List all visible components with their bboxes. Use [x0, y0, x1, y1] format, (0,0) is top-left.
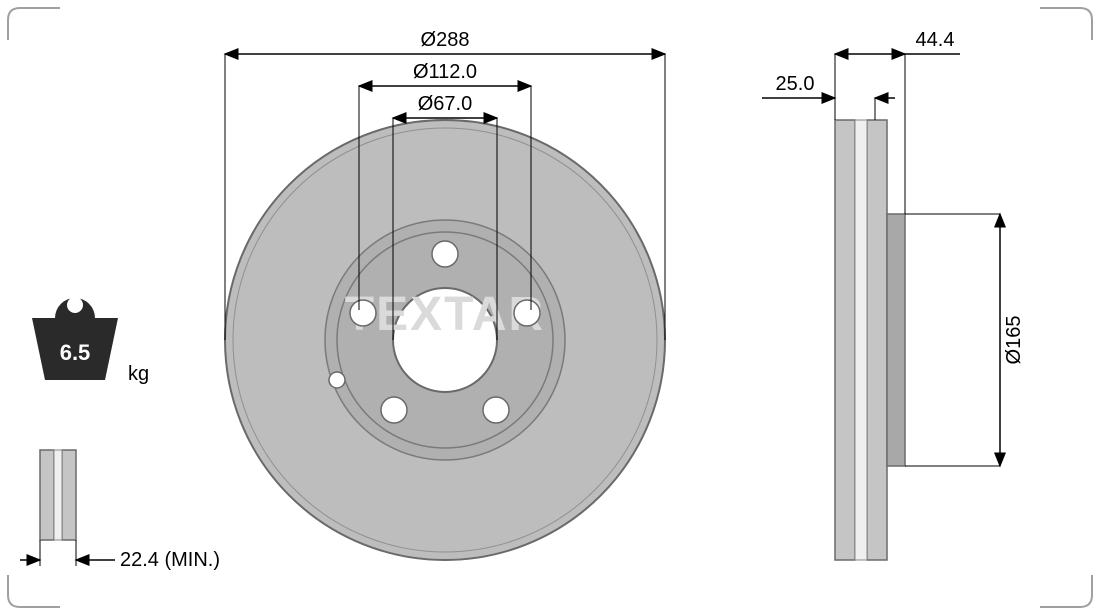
brake-disc-diagram: TEXTAR Ø288 Ø112.0 Ø67.0 [0, 0, 1100, 615]
corner-top-right [1040, 8, 1092, 40]
dim-pcd: Ø112.0 [413, 61, 477, 83]
dim-bore: Ø67.0 [418, 93, 472, 115]
corner-bottom-left [8, 575, 60, 607]
dim-outer-diameter: Ø288 [421, 29, 470, 51]
corner-top-left [8, 8, 60, 40]
weight-unit: kg [128, 363, 149, 385]
dim-width-overall: 44.4 [916, 29, 955, 51]
corner-bottom-right [1040, 575, 1092, 607]
locator-hole [329, 372, 345, 388]
weight-value: 6.5 [60, 340, 91, 365]
dim-hat-diameter: Ø165 [1003, 316, 1025, 365]
weight-icon: 6.5 kg [32, 297, 149, 385]
front-view: TEXTAR [225, 120, 665, 560]
min-thickness-profile: 22.4 (MIN.) [20, 450, 220, 571]
dim-disc-thickness: 25.0 [776, 73, 815, 95]
side-view [835, 120, 905, 560]
dim-min-thickness: 22.4 (MIN.) [120, 549, 220, 571]
